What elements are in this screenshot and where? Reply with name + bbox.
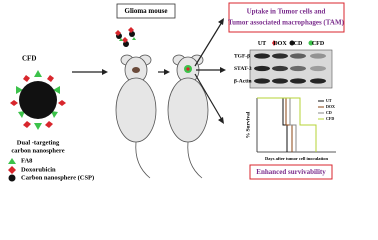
arrow	[72, 69, 108, 75]
mouse	[167, 54, 209, 179]
legend-label: CD	[326, 110, 332, 115]
nanosphere	[10, 70, 66, 130]
arrow	[158, 69, 170, 75]
nanosphere-label: carbon nanosphere	[11, 147, 64, 154]
group-icon	[289, 40, 295, 46]
survival-curve	[257, 97, 288, 152]
row-label: TGF-β	[234, 53, 250, 59]
band	[272, 65, 288, 72]
mouse	[115, 54, 157, 179]
group-label: CD	[294, 41, 303, 47]
row-label: STAT-3	[234, 66, 252, 72]
survival-curve	[257, 97, 297, 152]
row-label: β-Actin	[234, 78, 252, 84]
survival-curve	[257, 97, 317, 152]
legend-fa8-icon	[8, 158, 16, 164]
result-label: Enhanced survivability	[256, 168, 326, 176]
arrow	[194, 18, 226, 124]
group-label: UT	[258, 41, 266, 47]
band	[254, 65, 270, 72]
legend-label: DOX	[326, 104, 335, 109]
group-label: CFD	[312, 41, 325, 47]
band	[290, 53, 306, 59]
uptake-box	[228, 2, 345, 33]
band	[254, 53, 270, 59]
band	[254, 78, 270, 84]
group-label: DOX	[273, 41, 287, 47]
result-box	[249, 164, 333, 180]
x-axis-label: Days after tumor cell inoculation	[265, 156, 329, 161]
y-axis-label: % Survival	[245, 111, 251, 138]
uptake-title: Tumor associated macrophages (TAM)	[228, 19, 344, 27]
cfd-label: CFD	[22, 55, 36, 63]
band	[290, 65, 306, 72]
glioma-box	[116, 3, 176, 19]
band	[310, 65, 326, 72]
nanosphere-label: Dual -targeting	[17, 139, 60, 146]
legend-label: Carbon nanosphere (CSP)	[21, 174, 94, 181]
band	[310, 53, 326, 59]
band	[272, 78, 288, 84]
particle-cluster	[115, 27, 136, 47]
legend-label: Doxorubicin	[21, 166, 56, 173]
band	[272, 53, 288, 59]
survival-plot: % Survival Days after tumor cell inoculat…	[245, 97, 336, 161]
glioma-label: Glioma mouse	[125, 7, 168, 15]
graphical-abstract: CFD Dual -targeting carbon nanosphere FA…	[8, 2, 345, 182]
band	[290, 78, 306, 84]
legend-dox-icon	[8, 166, 16, 174]
western-blot: UT DOX CD CFD TGF-β STAT-3 β-Actin	[234, 40, 333, 89]
legend-label: FA8	[21, 157, 33, 164]
uptake-title: Uptake in Tumor cells and	[247, 8, 326, 16]
legend-label: CFD	[326, 116, 334, 121]
group-icon	[272, 40, 276, 46]
legend-label: UT	[326, 98, 332, 103]
legend-csp-icon	[8, 174, 16, 182]
group-icon	[308, 40, 314, 46]
band	[310, 78, 326, 84]
